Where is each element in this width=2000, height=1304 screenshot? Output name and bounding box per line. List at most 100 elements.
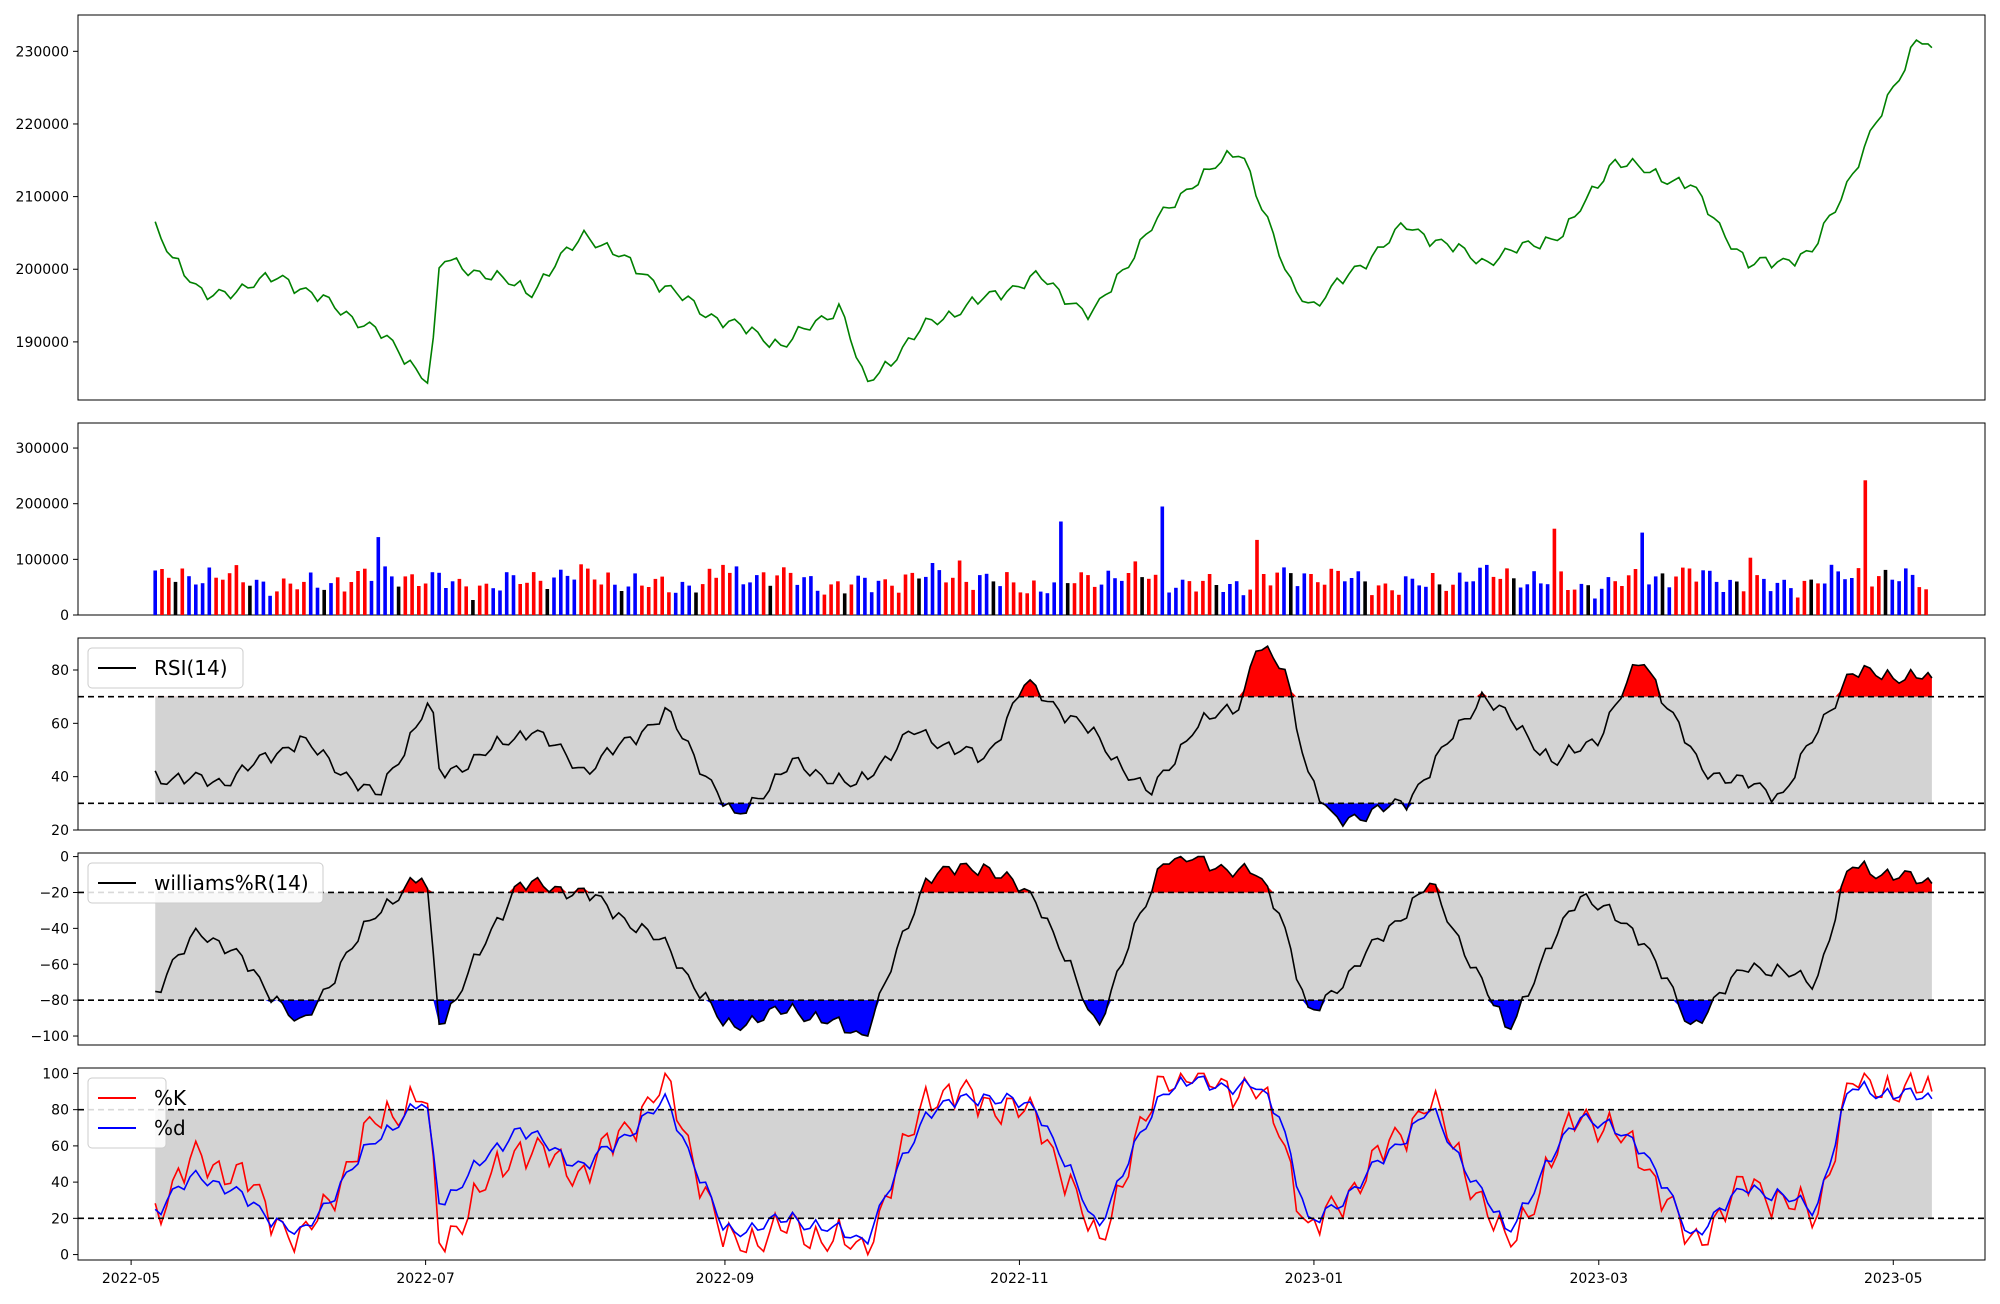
volume-bar bbox=[288, 583, 293, 615]
volume-bar bbox=[1789, 588, 1793, 615]
panel-rsi: 20 40 60 80 RSI(14) bbox=[51, 637, 1986, 839]
volume-bar bbox=[592, 579, 597, 615]
volume-bar bbox=[1532, 571, 1536, 615]
panel-williams: 0 −20 −40 −60 −80 −100 williams%R(14) bbox=[31, 850, 1986, 1046]
volume-bar bbox=[1153, 574, 1158, 615]
y-tick-label: 80 bbox=[51, 663, 69, 679]
volume-bar bbox=[653, 578, 658, 615]
volume-bar bbox=[241, 582, 245, 615]
volume-bar bbox=[457, 578, 462, 615]
volume-bar bbox=[552, 577, 556, 615]
volume-bar bbox=[1714, 581, 1719, 615]
volume-bar bbox=[829, 584, 833, 615]
volume-bar bbox=[187, 576, 191, 615]
volume-bar bbox=[471, 600, 475, 615]
volume-bar bbox=[396, 586, 401, 615]
y-tick-label: −20 bbox=[39, 885, 69, 901]
volume-bar bbox=[1545, 584, 1550, 615]
volume-bar bbox=[1403, 576, 1408, 615]
volume-bar bbox=[1126, 573, 1131, 615]
volume-bar bbox=[1275, 572, 1279, 615]
volume-bar bbox=[437, 572, 441, 615]
x-tick-label: 2022-11 bbox=[990, 1271, 1049, 1287]
y-tick-label: 220000 bbox=[16, 117, 69, 133]
volume-bar bbox=[694, 592, 698, 615]
volume-bar bbox=[957, 560, 962, 615]
volume-bar bbox=[1667, 587, 1672, 615]
volume-bar bbox=[1363, 581, 1367, 615]
y-tick-label: 80 bbox=[51, 1103, 69, 1119]
volume-bar bbox=[410, 574, 414, 615]
volume-bar bbox=[1261, 574, 1266, 615]
volume-bar bbox=[1086, 575, 1090, 615]
volume-bar bbox=[565, 575, 570, 615]
legend-label: RSI(14) bbox=[154, 656, 228, 680]
volume-bar bbox=[1120, 580, 1124, 615]
volume-bar bbox=[1234, 581, 1239, 615]
y-tick-label: 0 bbox=[60, 608, 69, 624]
volume-bar bbox=[1755, 575, 1759, 615]
volume-bar bbox=[1160, 506, 1165, 615]
volume-bar bbox=[1768, 591, 1773, 615]
volume-bar bbox=[633, 573, 637, 615]
volume-bar bbox=[1059, 521, 1063, 615]
legend-label: %d bbox=[154, 1116, 186, 1140]
volume-bar bbox=[700, 584, 705, 615]
y-tick-label: −40 bbox=[39, 921, 69, 937]
volume-bar bbox=[180, 568, 185, 615]
indicator-line bbox=[154, 645, 1933, 828]
volume-bar bbox=[1457, 572, 1462, 615]
volume-bar bbox=[734, 566, 739, 615]
volume-bar bbox=[173, 581, 178, 615]
y-tick-label: 60 bbox=[51, 716, 69, 732]
volume-bar bbox=[1228, 584, 1232, 615]
x-tick-label: 2023-03 bbox=[1570, 1271, 1629, 1287]
volume-bar bbox=[795, 584, 800, 615]
volume-bar bbox=[1349, 578, 1354, 615]
x-tick-label: 2022-07 bbox=[396, 1271, 455, 1287]
volume-bar bbox=[1552, 528, 1557, 615]
volume-bar bbox=[1140, 577, 1144, 615]
volume-bar bbox=[153, 570, 157, 615]
volume-bar bbox=[1505, 568, 1509, 615]
volume-bar bbox=[910, 572, 915, 615]
volume-bar bbox=[207, 567, 212, 615]
plot-area bbox=[78, 1071, 1985, 1257]
volume-bar bbox=[200, 583, 205, 615]
y-tick-label: −60 bbox=[39, 957, 69, 973]
volume-bar bbox=[1498, 578, 1503, 615]
volume-bar bbox=[559, 569, 563, 615]
volume-bar bbox=[1309, 574, 1313, 615]
volume-bar bbox=[1424, 586, 1428, 615]
volume-bar bbox=[268, 595, 272, 615]
volume-bar bbox=[1762, 578, 1766, 615]
volume-bar bbox=[538, 580, 543, 615]
volume-bar bbox=[1187, 581, 1192, 615]
volume-bar bbox=[660, 576, 664, 615]
volume-bar bbox=[896, 592, 901, 615]
volume-bar bbox=[1782, 579, 1786, 615]
volume-bar bbox=[417, 586, 421, 615]
volume-bar bbox=[1843, 579, 1847, 615]
volume-bar bbox=[1626, 575, 1631, 615]
volume-bar bbox=[1302, 573, 1307, 615]
volume-bar bbox=[728, 572, 732, 615]
volume-bar bbox=[1674, 576, 1678, 615]
volume-bar bbox=[917, 578, 921, 615]
volume-bar bbox=[1850, 578, 1854, 615]
volume-bar bbox=[1795, 597, 1800, 615]
volume-bar bbox=[423, 583, 428, 615]
volume-bar bbox=[1640, 532, 1644, 615]
neutral-band bbox=[155, 892, 1932, 1001]
volume-bar bbox=[1099, 584, 1104, 615]
volume-bar bbox=[281, 578, 286, 615]
volume-bar bbox=[1653, 576, 1658, 615]
y-tick-label: 40 bbox=[51, 1175, 69, 1191]
y-tick-label: −80 bbox=[39, 993, 69, 1009]
volume-bar bbox=[450, 581, 455, 615]
volume-bar bbox=[1694, 581, 1699, 615]
volume-bar bbox=[1620, 586, 1624, 615]
volume-bar bbox=[667, 592, 671, 615]
volume-bar bbox=[924, 576, 928, 615]
